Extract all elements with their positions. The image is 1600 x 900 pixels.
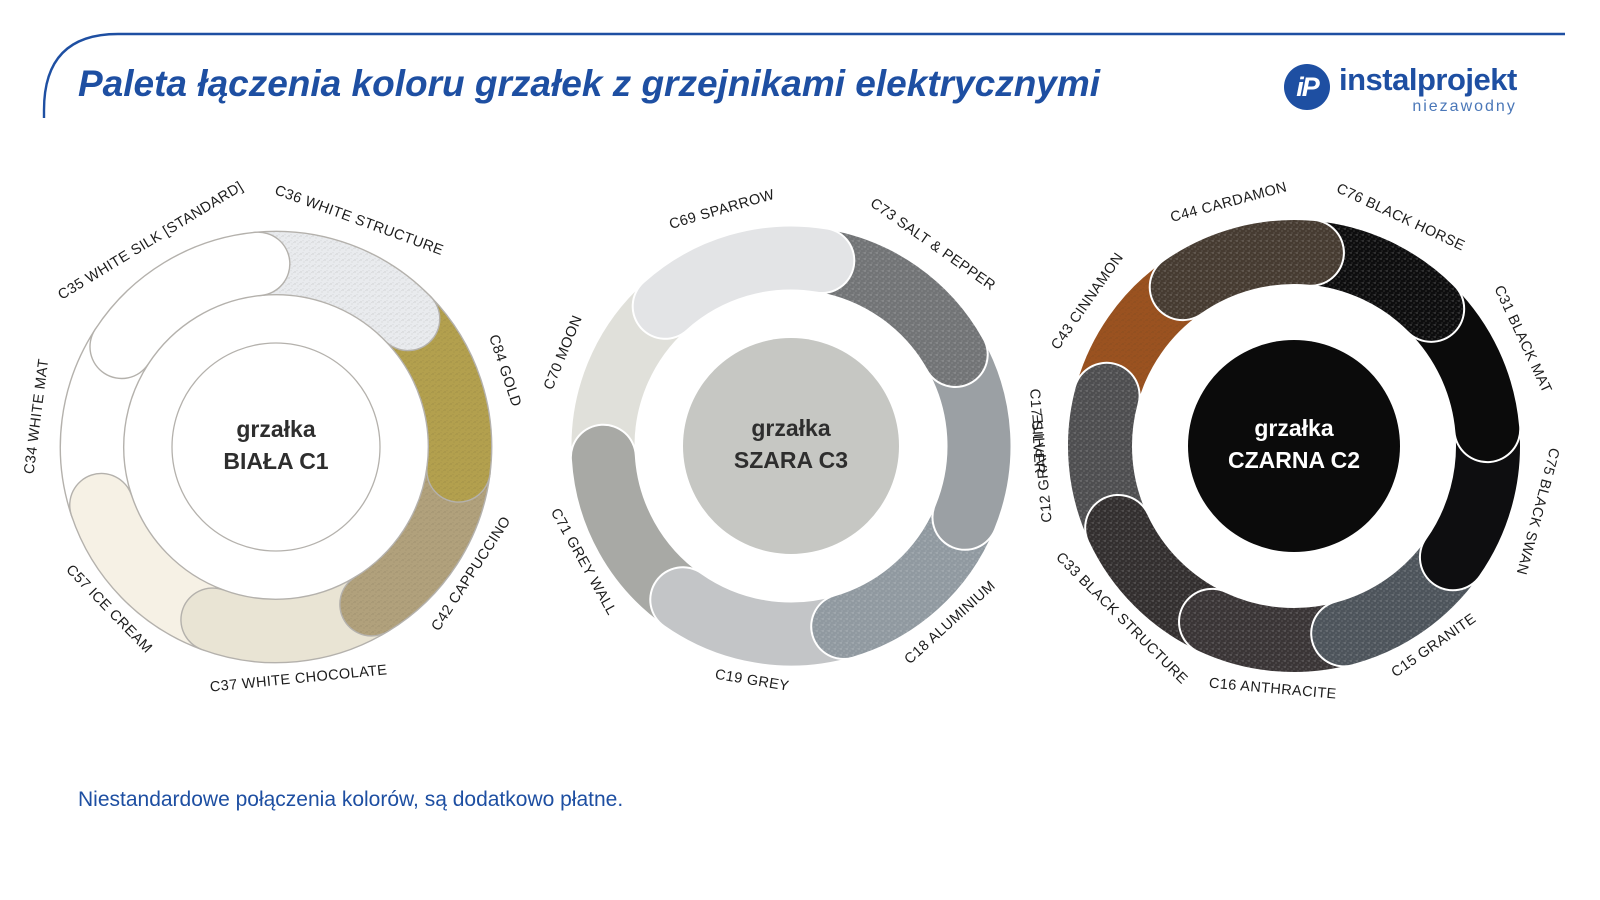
- center-label-line1-szara-c3: grzałka: [751, 415, 830, 441]
- segment-label-c84: C84 GOLD: [485, 333, 524, 409]
- header-rule: [42, 32, 1565, 118]
- center-label-line2-biala-c1: BIAŁA C1: [223, 448, 328, 474]
- segment-label-c16: C16 ANTHRACITE: [1208, 676, 1337, 703]
- center-label-line2-czarna-c2: CZARNA C2: [1228, 447, 1360, 473]
- segment-label-c19: C19 GREY: [714, 667, 791, 695]
- page-title: Paleta łączenia koloru grzałek z grzejni…: [78, 63, 1101, 104]
- segment-c35: [90, 232, 290, 378]
- segment-texture-c44: [1150, 220, 1343, 320]
- brand-tagline: niezawodny: [1412, 97, 1517, 115]
- brand-monogram-icon: iP: [1284, 64, 1330, 110]
- segment-label-c17: C17 SILVER: [1026, 388, 1047, 474]
- center-disc-szara-c3: [683, 338, 899, 554]
- palette-wheel-biala-c1: C35 WHITE SILK [STANDARD] C36 WHITE STRUC…: [22, 179, 524, 696]
- header-rule-line: [42, 32, 1565, 118]
- segment-label-c69: C69 SPARROW: [667, 187, 776, 233]
- brand-logo: iP instalprojekt niezawodny: [1284, 62, 1517, 116]
- segment-c69: [633, 226, 854, 338]
- segment-label-c12: C12 GRAPHITE: [1030, 413, 1055, 524]
- segment-label-c44: C44 CARDAMON: [1169, 179, 1289, 226]
- brand-text-block: instalprojekt niezawodny: [1339, 62, 1517, 116]
- brand-name: instalprojekt: [1339, 62, 1517, 97]
- footnote: Niestandardowe połączenia kolorów, są do…: [78, 788, 624, 811]
- segment-label-c34: C34 WHITE MAT: [22, 358, 53, 475]
- center-label-line2-szara-c3: SZARA C3: [734, 447, 848, 473]
- center-label-line1-czarna-c2: grzałka: [1254, 415, 1333, 441]
- segment-label-c37: C37 WHITE CHOCOLATE: [209, 662, 388, 695]
- center-label-line1-biala-c1: grzałka: [236, 416, 315, 442]
- segment-label-c70: C70 MOON: [541, 313, 586, 392]
- center-disc-czarna-c2: [1188, 340, 1400, 552]
- center-disc-biala-c1: [171, 342, 381, 552]
